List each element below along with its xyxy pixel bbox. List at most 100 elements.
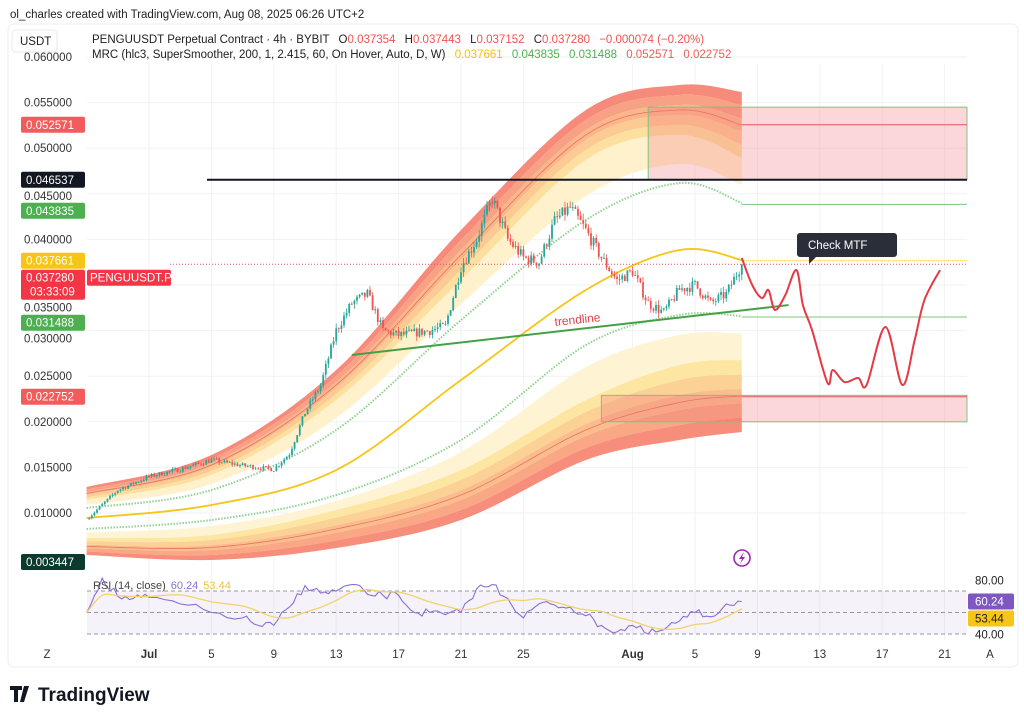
candle-body: [657, 304, 660, 313]
check-mtf-callout[interactable]: Check MTF: [797, 233, 897, 264]
currency-box[interactable]: [11, 29, 58, 53]
lower-band-midline: [86, 395, 742, 549]
candle-body: [678, 287, 681, 290]
candle-body: [291, 448, 293, 456]
candle-body: [574, 206, 577, 209]
candle-body: [249, 465, 252, 467]
indicator-legend[interactable]: MRC (hlc3, SuperSmoother, 200, 1, 2.415,…: [92, 49, 731, 61]
lightning-icon[interactable]: [733, 549, 751, 567]
candle-body: [270, 468, 273, 472]
candle-body: [124, 487, 127, 489]
candle-body: [517, 245, 520, 255]
price-badge[interactable]: [21, 252, 85, 269]
candle-body: [727, 284, 730, 292]
candle-body: [605, 258, 608, 268]
candle-body: [421, 328, 423, 335]
candle-body: [413, 328, 416, 332]
upper-inner-band-line: [86, 181, 743, 509]
price-badge-label: 0.022752: [26, 392, 74, 404]
rsi-axis-label: 80.00: [975, 575, 1004, 587]
candle-body: [626, 270, 629, 282]
price-badge[interactable]: [21, 269, 85, 300]
candle-body: [457, 282, 460, 285]
price-badge-label: 0.052571: [26, 120, 74, 132]
candle-body: [733, 276, 735, 285]
zoom-reset-button[interactable]: Z: [43, 649, 50, 661]
candle-body: [587, 227, 590, 234]
candle-body: [145, 476, 148, 480]
rsi-legend-part: RSI (14, close): [93, 580, 166, 592]
candle-body: [712, 299, 715, 302]
candle-body: [522, 249, 525, 257]
price-badge[interactable]: [21, 388, 85, 405]
trendline[interactable]: [351, 304, 789, 356]
candle-body: [356, 296, 358, 301]
price-badge[interactable]: [21, 202, 85, 219]
price-badge-label: 0.046537: [26, 175, 74, 187]
auto-scale-button[interactable]: A: [986, 649, 994, 661]
rsi-pane: RSI (14, close) 60.24 53.44 80.00 60.24 53.44…: [86, 575, 1014, 641]
candle-body: [88, 518, 91, 520]
candle-body: [129, 482, 132, 486]
candle-body: [569, 206, 572, 208]
candle-body: [717, 294, 720, 302]
candle-body: [171, 469, 174, 472]
price-badge[interactable]: [21, 554, 85, 570]
candle-body: [337, 328, 340, 330]
candle-body: [436, 327, 439, 329]
candle-body: [106, 498, 109, 502]
time-tick-label: Jul: [141, 649, 158, 661]
candle-body: [722, 292, 725, 299]
price-badge[interactable]: [21, 314, 85, 331]
drawings[interactable]: [351, 257, 941, 389]
candle-body: [681, 288, 683, 290]
symbol-legend[interactable]: PENGUUSDT Perpetual Contract · 4h · BYBI…: [92, 34, 704, 46]
candle-body: [691, 281, 694, 292]
candle-body: [288, 455, 291, 457]
candle-body: [330, 344, 332, 359]
rsi-legend-part: 60.24: [171, 580, 199, 592]
candle-body: [636, 275, 639, 279]
rsi-legend[interactable]: RSI (14, close) 60.24 53.44: [93, 580, 231, 592]
candle-body: [153, 473, 156, 477]
candle-body: [509, 238, 512, 242]
price-badge-label: 0.031488: [26, 318, 74, 330]
candle-body: [387, 330, 390, 332]
candle-body: [207, 460, 210, 463]
chart-credit: ol_charles created with TradingView.com,…: [10, 9, 364, 21]
time-axis[interactable]: Jul 5 9 13 17 21 25 Aug 5 9 13 17 21 Z A: [43, 649, 994, 661]
candle-body: [301, 416, 304, 426]
candle-body: [590, 233, 592, 246]
candle-body: [725, 291, 728, 299]
candle-body: [512, 241, 514, 247]
candle-body: [431, 330, 434, 335]
candle-body: [683, 288, 686, 292]
candle-body: [103, 501, 106, 505]
candle-body: [374, 309, 377, 311]
candle-body: [616, 276, 618, 280]
candle-body: [670, 299, 673, 301]
price-badge-label: 0.003447: [26, 557, 74, 569]
candle-body: [639, 278, 642, 283]
price-badge[interactable]: [21, 116, 85, 133]
trendline-label[interactable]: trendline: [554, 310, 602, 329]
candle-body: [441, 323, 444, 324]
candle-body: [278, 465, 280, 467]
candle-body: [649, 301, 652, 309]
price-axis[interactable]: 0.060000 0.055000 0.052571 0.050000 0.046537…: [21, 52, 172, 570]
candle-body: [215, 458, 218, 460]
rsi-value-badge: [968, 610, 1014, 627]
candle-body: [402, 331, 405, 335]
candle-body: [623, 275, 626, 282]
candle-body: [597, 243, 600, 257]
candle-body: [473, 247, 475, 253]
candle-body: [652, 308, 655, 311]
candle-body: [306, 408, 309, 414]
candle-body: [454, 284, 457, 298]
time-tick-label: 5: [208, 649, 214, 661]
price-badge[interactable]: [21, 171, 85, 188]
projection-path[interactable]: [740, 257, 941, 389]
candle-body: [275, 466, 278, 472]
candle-body: [483, 214, 486, 224]
